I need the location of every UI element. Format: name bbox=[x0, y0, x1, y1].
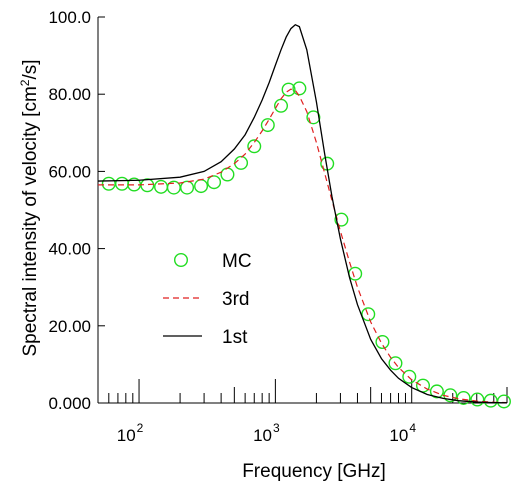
data-point bbox=[115, 176, 130, 191]
y-axis-label-tail: /s] bbox=[20, 59, 41, 79]
x-tick-label-exp: 2 bbox=[137, 421, 144, 435]
data-point bbox=[154, 179, 169, 194]
y-tick-label: 40.00 bbox=[48, 240, 91, 259]
x-tick-label: 103 bbox=[253, 421, 280, 445]
data-point bbox=[207, 175, 222, 190]
data-point bbox=[402, 369, 417, 384]
series-line-1st bbox=[97, 23, 508, 404]
data-point bbox=[281, 82, 296, 97]
data-point bbox=[375, 335, 390, 350]
x-tick-label: 102 bbox=[117, 421, 144, 445]
data-point bbox=[470, 392, 485, 407]
data-point bbox=[234, 155, 249, 170]
data-point bbox=[456, 390, 471, 405]
data-point bbox=[306, 110, 321, 125]
x-tick-label-exp: 4 bbox=[409, 421, 416, 435]
data-point bbox=[496, 394, 511, 409]
data-point bbox=[247, 139, 262, 154]
legend-label-mc: MC bbox=[222, 251, 252, 272]
y-axis-label-main: Spectral intensity of velocity [cm bbox=[20, 86, 41, 356]
x-axis-label: Frequency [GHz] bbox=[242, 461, 386, 482]
x-tick-label-exp: 3 bbox=[273, 421, 280, 435]
data-point bbox=[483, 393, 498, 408]
data-point bbox=[348, 266, 363, 281]
legend: MC 3rd 1st bbox=[163, 251, 252, 348]
y-tick-label: 80.00 bbox=[48, 85, 91, 104]
x-tick-label-base: 10 bbox=[117, 426, 136, 445]
data-point bbox=[361, 307, 376, 322]
data-point bbox=[180, 180, 195, 195]
series-layer bbox=[97, 23, 511, 409]
data-point bbox=[194, 179, 209, 194]
x-tick-label: 104 bbox=[389, 421, 416, 445]
series-mc bbox=[101, 81, 511, 409]
legend-label-1st: 1st bbox=[222, 327, 248, 348]
data-point bbox=[388, 356, 403, 371]
legend-marker-mc bbox=[173, 252, 188, 267]
y-tick-label: 0.000 bbox=[48, 394, 91, 413]
x-tick-label-base: 10 bbox=[389, 426, 408, 445]
y-axis-label: Spectral intensity of velocity [cm2/s] bbox=[18, 59, 41, 356]
y-axis-label-sup: 2 bbox=[18, 79, 32, 86]
legend-label-3rd: 3rd bbox=[222, 289, 249, 310]
x-tick-label-base: 10 bbox=[253, 426, 272, 445]
data-point bbox=[101, 176, 116, 191]
y-tick-label: 20.00 bbox=[48, 317, 91, 336]
data-point bbox=[260, 118, 275, 133]
data-point bbox=[220, 167, 235, 182]
y-tick-label: 60.00 bbox=[48, 162, 91, 181]
axis-ticks bbox=[97, 16, 508, 404]
y-tick-label: 100.0 bbox=[48, 8, 91, 27]
data-point bbox=[334, 212, 349, 227]
series-line-3rd bbox=[98, 88, 508, 404]
data-point bbox=[429, 384, 444, 399]
data-point bbox=[292, 81, 307, 96]
